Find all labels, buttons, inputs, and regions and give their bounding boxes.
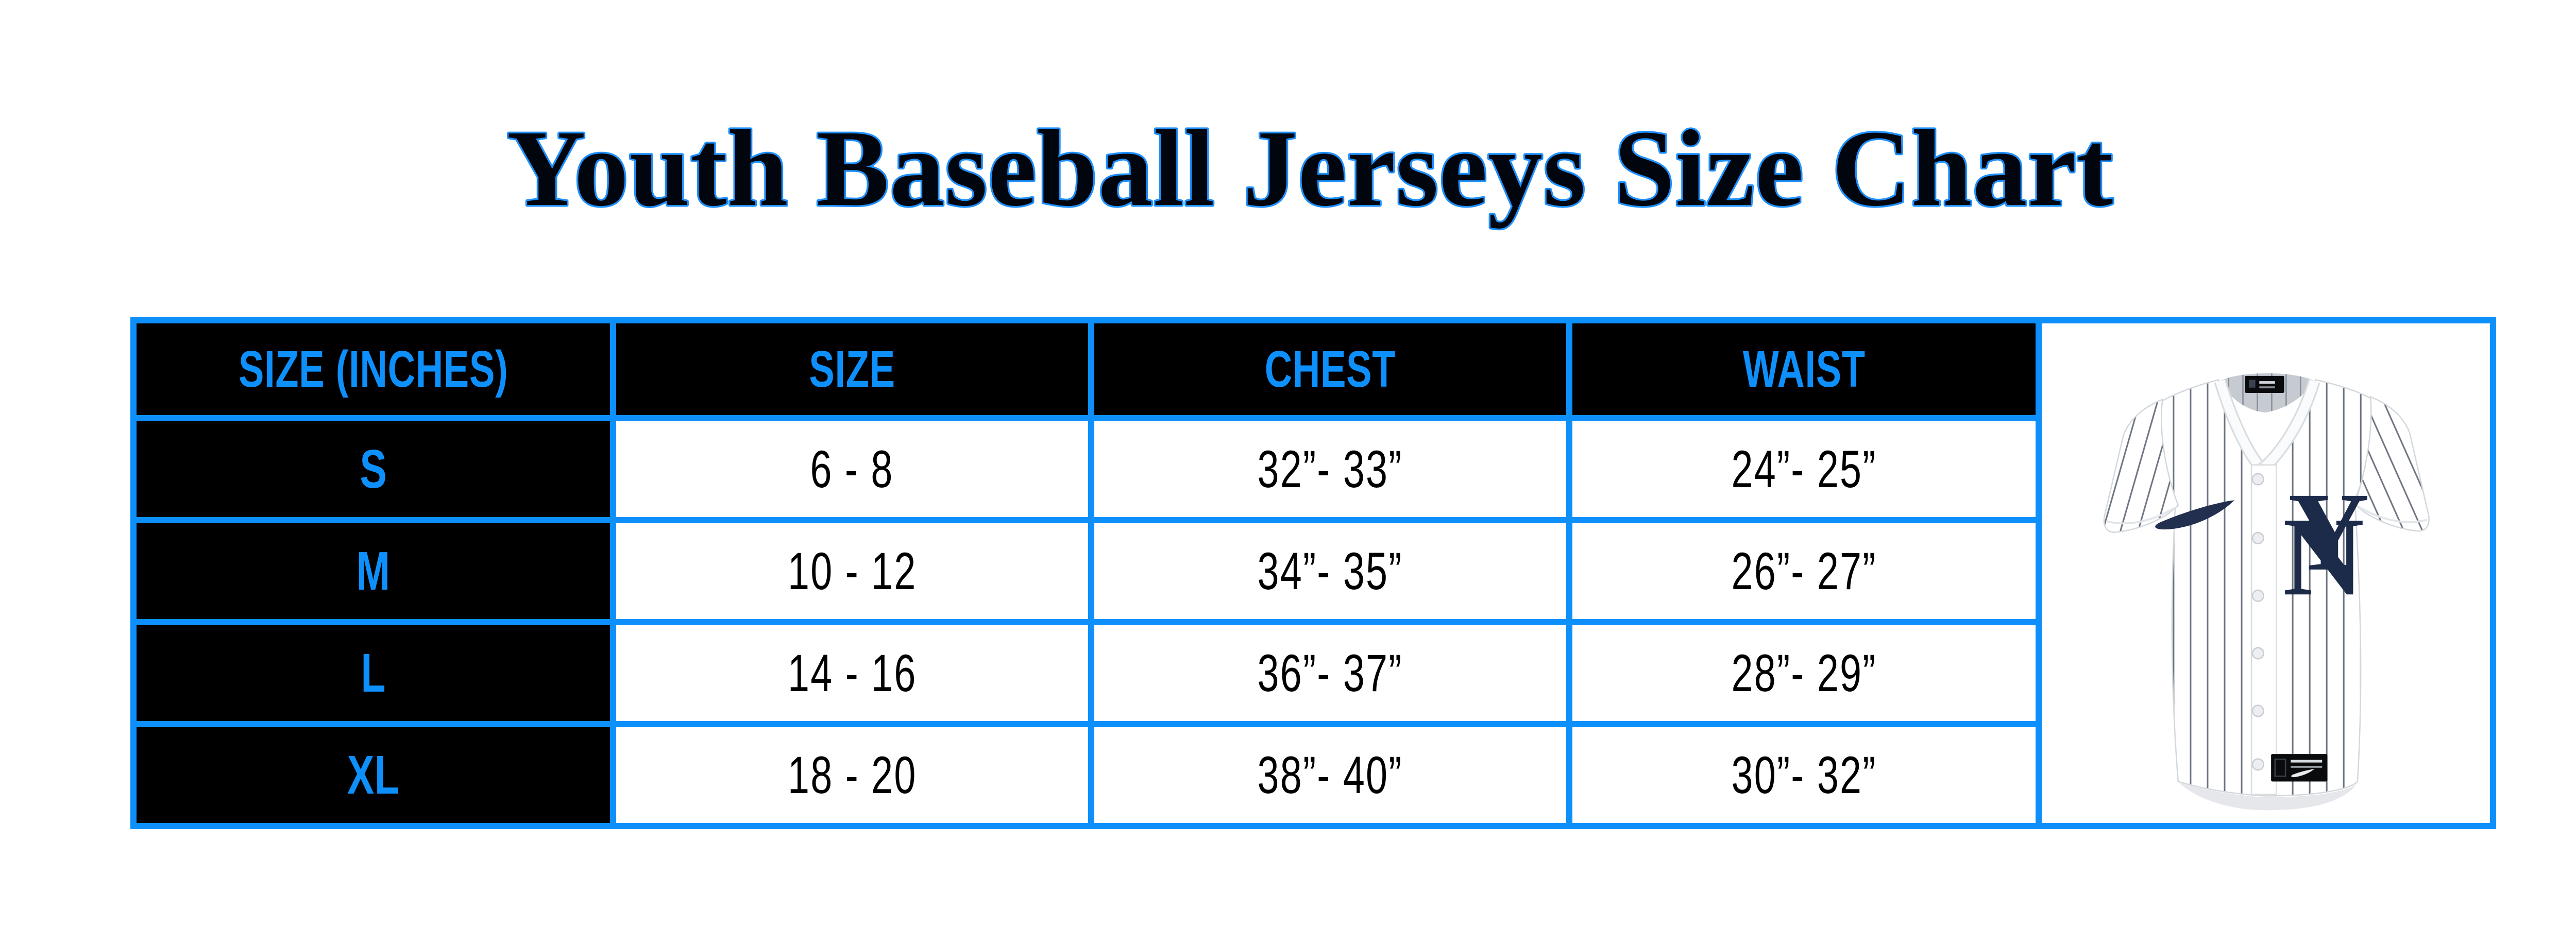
header-cell-waist: WAIST	[1566, 317, 2042, 421]
neck-label-text-line	[2259, 381, 2275, 384]
collar-binding-left-white	[2215, 379, 2265, 472]
waist-cell: 24”- 25”	[1566, 415, 2042, 523]
size-label: XL	[347, 744, 400, 805]
size-label-cell: L	[130, 619, 616, 727]
page-title-text: Youth Baseball Jerseys Size Chart	[507, 108, 2114, 229]
header-label: CHEST	[1264, 340, 1396, 398]
size-range-cell: 14 - 16	[610, 619, 1094, 727]
waist-cell: 30”- 32”	[1566, 721, 2042, 829]
size-label-cell: XL	[130, 721, 616, 829]
size-row: L 14 - 16 36”- 37” 28”- 29”	[130, 619, 2493, 727]
neck-label-logo	[2248, 380, 2256, 388]
chest-value: 32”- 33”	[1257, 439, 1403, 499]
size-range-value: 18 - 20	[787, 745, 917, 804]
size-row: M 10 - 12 34”- 35” 26”- 27”	[130, 517, 2493, 625]
left-sleeve-hem-line	[2106, 507, 2175, 524]
jersey-buttons	[2251, 473, 2264, 771]
button-placket	[2250, 463, 2277, 795]
header-label: WAIST	[1742, 340, 1866, 398]
size-range-cell: 18 - 20	[610, 721, 1094, 829]
size-label: L	[361, 642, 386, 703]
ny-logo: N Y	[2283, 469, 2369, 618]
jersey-inner-collar	[2220, 373, 2314, 413]
size-label: S	[359, 438, 387, 500]
chest-cell: 38”- 40”	[1088, 721, 1572, 829]
waist-cell: 28”- 29”	[1566, 619, 2042, 727]
jock-tag	[2271, 753, 2328, 781]
waist-cell: 26”- 27”	[1566, 517, 2042, 625]
waist-value: 30”- 32”	[1731, 745, 1877, 804]
header-label: SIZE	[809, 340, 895, 398]
size-range-cell: 6 - 8	[610, 415, 1094, 523]
chest-cell: 34”- 35”	[1088, 517, 1572, 625]
size-range-value: 10 - 12	[787, 541, 917, 600]
size-label-cell: M	[130, 517, 616, 625]
neck-label-text-line	[2259, 386, 2275, 388]
header-row: SIZE (INCHES) SIZE CHEST WAIST	[130, 317, 2496, 829]
size-chart-table: SIZE (INCHES) SIZE CHEST WAIST	[130, 317, 2496, 829]
nike-swoosh-icon	[2155, 500, 2235, 529]
right-sleeve-hem-line	[2358, 505, 2427, 523]
waist-value: 24”- 25”	[1731, 439, 1877, 499]
chest-value: 34”- 35”	[1257, 541, 1403, 600]
header-label: SIZE (INCHES)	[238, 340, 509, 398]
size-row: S 6 - 8 32”- 33” 24”- 25”	[130, 415, 2493, 523]
chest-value: 38”- 40”	[1257, 745, 1403, 804]
waist-value: 28”- 29”	[1731, 643, 1877, 702]
chest-cell: 32”- 33”	[1088, 415, 1572, 523]
jersey-right-sleeve	[2354, 396, 2430, 531]
size-label: M	[356, 540, 391, 602]
jersey-left-sleeve	[2103, 398, 2179, 533]
page-title: Youth Baseball Jerseys Size Chart	[505, 106, 2115, 231]
size-range-cell: 10 - 12	[610, 517, 1094, 625]
header-cell-size: SIZE	[610, 317, 1094, 421]
jersey-image-cell: N Y	[2036, 317, 2496, 829]
header-cell-size-inches: SIZE (INCHES)	[130, 317, 616, 421]
yankees-pinstripe-jersey-image: N Y	[2103, 373, 2430, 810]
chest-value: 36”- 37”	[1257, 643, 1403, 702]
size-range-value: 14 - 16	[787, 643, 917, 702]
jersey-hem-shadow	[2179, 782, 2358, 810]
chest-cell: 36”- 37”	[1088, 619, 1572, 727]
ny-logo-y: Y	[2288, 469, 2369, 594]
waist-value: 26”- 27”	[1731, 541, 1877, 600]
size-label-cell: S	[130, 415, 616, 523]
header-cell-chest: CHEST	[1088, 317, 1572, 421]
size-range-value: 6 - 8	[810, 439, 894, 499]
size-row: XL 18 - 20 38”- 40” 30”- 32”	[130, 721, 2493, 829]
ny-logo-n: N	[2283, 494, 2364, 619]
